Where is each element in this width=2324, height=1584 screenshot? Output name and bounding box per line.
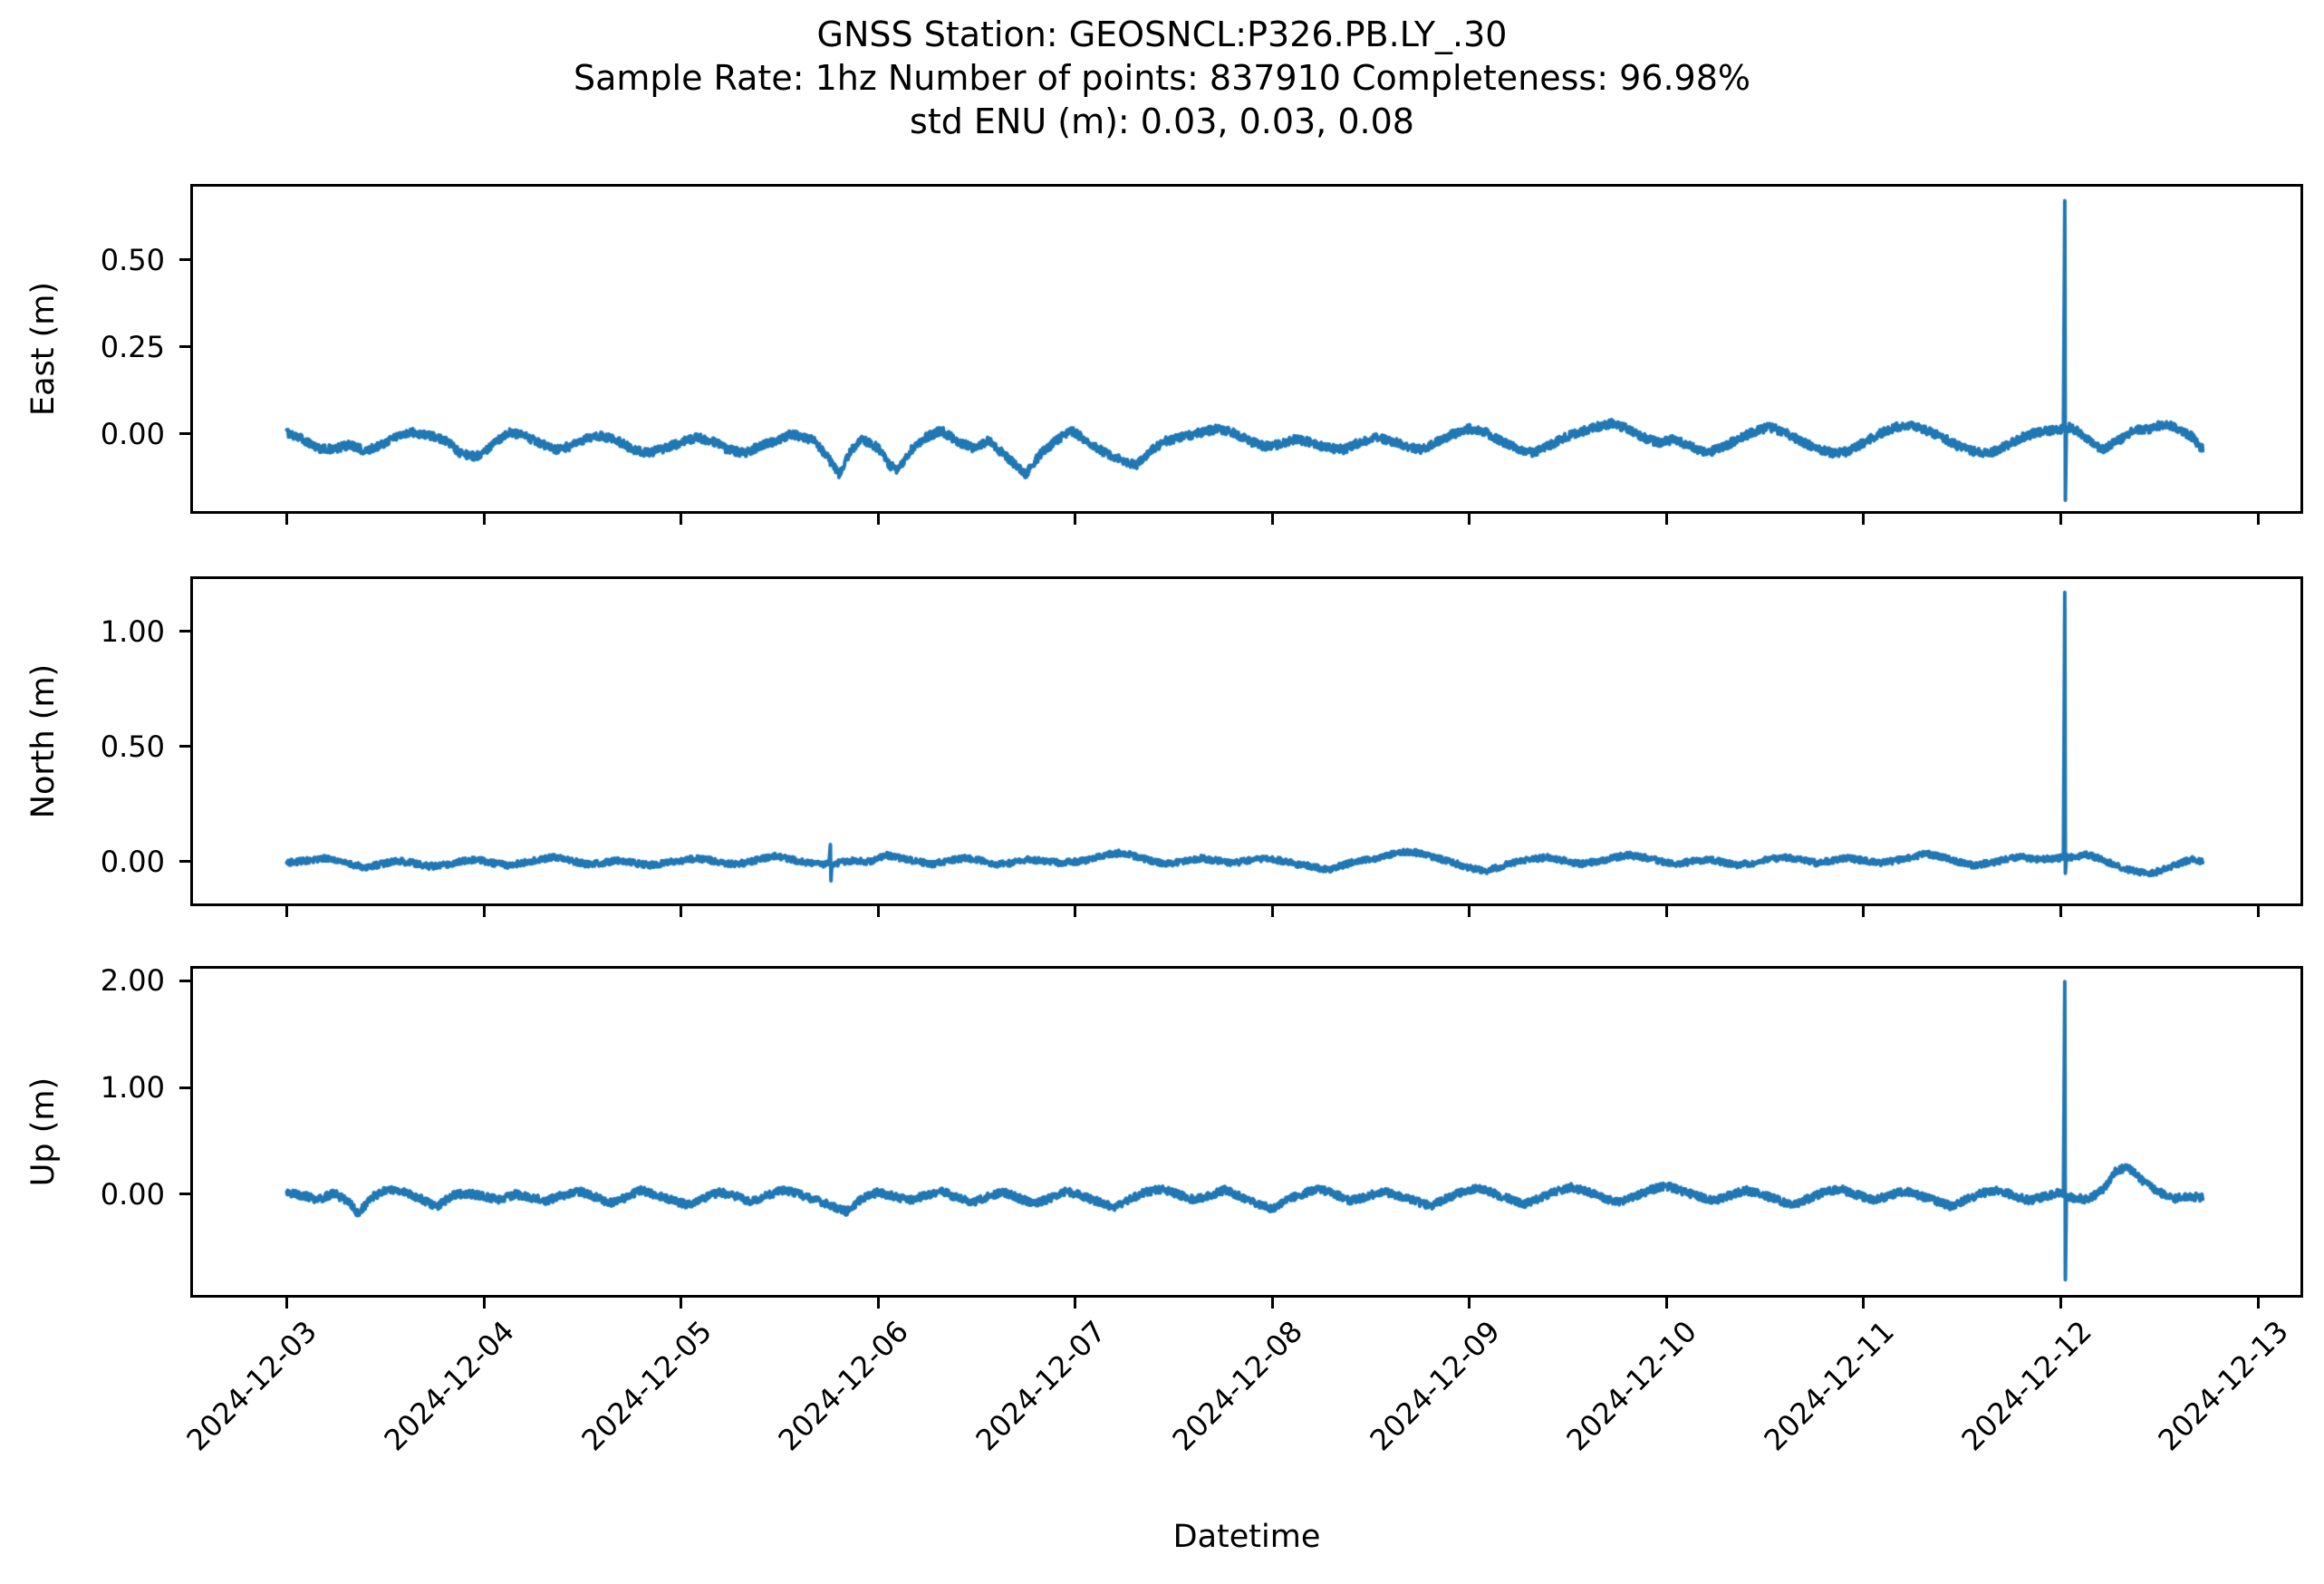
x-tick — [1468, 906, 1471, 917]
x-tick-label: 2024-12-09 — [1363, 1314, 1507, 1458]
y-tick-label: 0.50 — [100, 242, 165, 277]
x-tick — [1862, 906, 1866, 917]
y-tick-label: 2.00 — [100, 963, 165, 999]
title-line-stats: Sample Rate: 1hz Number of points: 83791… — [574, 58, 1750, 98]
x-tick — [1074, 1298, 1077, 1309]
x-tick — [1468, 1298, 1471, 1309]
x-tick-label: 2024-12-03 — [179, 1314, 324, 1458]
x-tick-label: 2024-12-08 — [1165, 1314, 1310, 1458]
y-tick — [179, 258, 190, 262]
north-series-canvas — [192, 578, 2301, 904]
x-tick — [2256, 514, 2260, 525]
x-tick — [1664, 514, 1668, 525]
x-tick-label: 2024-12-04 — [377, 1314, 521, 1458]
x-tick-label: 2024-12-13 — [2151, 1314, 2295, 1458]
x-tick — [2256, 1298, 2260, 1309]
x-tick — [284, 906, 288, 917]
x-tick — [1862, 1298, 1866, 1309]
up-series-canvas — [192, 968, 2301, 1296]
x-tick — [876, 514, 880, 525]
x-tick — [2059, 514, 2063, 525]
x-tick — [2059, 1298, 2063, 1309]
y-tick-label: 0.00 — [100, 416, 165, 451]
x-tick — [1270, 514, 1274, 525]
x-tick — [680, 514, 683, 525]
x-tick — [1862, 514, 1866, 525]
x-tick — [876, 1298, 880, 1309]
x-tick-label: 2024-12-10 — [1559, 1314, 1704, 1458]
x-tick — [482, 514, 486, 525]
x-tick-label: 2024-12-12 — [1954, 1314, 2098, 1458]
x-tick — [284, 1298, 288, 1309]
y-tick — [179, 745, 190, 749]
y-tick-label: 0.25 — [100, 329, 165, 364]
x-tick — [284, 514, 288, 525]
title-line-std: std ENU (m): 0.03, 0.03, 0.08 — [910, 101, 1414, 141]
x-tick-label: 2024-12-05 — [574, 1314, 718, 1458]
y-tick — [179, 1086, 190, 1089]
east-series-canvas — [192, 186, 2301, 512]
y-tick — [179, 860, 190, 864]
x-tick — [876, 906, 880, 917]
x-tick-label: 2024-12-06 — [771, 1314, 916, 1458]
x-tick-label: 2024-12-07 — [969, 1314, 1113, 1458]
x-tick-label: 2024-12-11 — [1757, 1314, 1901, 1458]
y-tick-label: 0.50 — [100, 729, 165, 764]
y-tick — [179, 345, 190, 349]
x-tick — [680, 906, 683, 917]
x-tick — [2256, 906, 2260, 917]
y-tick-label: 1.00 — [100, 613, 165, 649]
x-tick — [482, 906, 486, 917]
x-tick — [1270, 906, 1274, 917]
x-tick — [680, 1298, 683, 1309]
y-tick — [179, 630, 190, 633]
y-tick-label: 0.00 — [100, 844, 165, 879]
x-tick — [1468, 514, 1471, 525]
y-tick — [179, 1193, 190, 1196]
x-tick — [1664, 1298, 1668, 1309]
x-tick — [1270, 1298, 1274, 1309]
x-tick — [1074, 906, 1077, 917]
chart-title: GNSS Station: GEOSNCL:P326.PB.LY_.30 Sam… — [0, 13, 2324, 143]
y-tick — [179, 979, 190, 982]
title-line-station: GNSS Station: GEOSNCL:P326.PB.LY_.30 — [816, 14, 1508, 54]
y-tick-label: 0.00 — [100, 1176, 165, 1212]
x-tick — [1074, 514, 1077, 525]
x-tick — [2059, 906, 2063, 917]
x-tick — [1664, 906, 1668, 917]
y-tick — [179, 432, 190, 436]
y-tick-label: 1.00 — [100, 1070, 165, 1106]
x-tick — [482, 1298, 486, 1309]
x-axis-label: Datetime — [1172, 1519, 1321, 1555]
